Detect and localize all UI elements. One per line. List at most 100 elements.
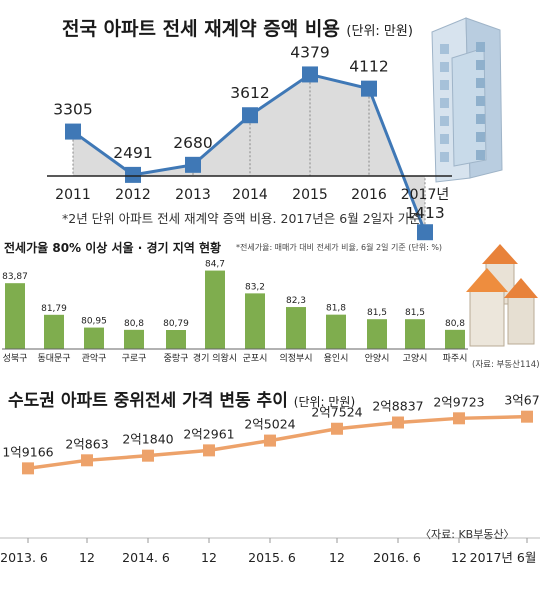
building-window bbox=[440, 152, 449, 162]
x-tick-label: 2015 bbox=[292, 187, 328, 203]
data-label: 1413 bbox=[405, 204, 444, 222]
data-label: 2680 bbox=[173, 134, 212, 152]
x-tick-label: 동대문구 bbox=[37, 353, 70, 364]
x-tick-label: 2012 bbox=[115, 187, 151, 203]
bar bbox=[367, 319, 387, 349]
data-label: 80,79 bbox=[163, 319, 189, 329]
chart3-source: 〈자료: KB부동산〉 bbox=[420, 528, 515, 541]
x-tick-label: 안양시 bbox=[365, 353, 390, 364]
x-tick-label: 12 bbox=[79, 550, 95, 565]
bar bbox=[326, 314, 346, 349]
data-point bbox=[331, 422, 343, 435]
data-label: 2억1840 bbox=[122, 432, 173, 447]
data-label: 2억2961 bbox=[183, 426, 234, 441]
chart-panel-jeonse-ratio: 전세가율 80% 이상 서울 · 경기 지역 현황 *전세가율: 매매가 대비 … bbox=[0, 232, 540, 378]
building-window bbox=[476, 42, 485, 52]
chart3-svg: 1억9166 2억863 2억1840 2억2961 2억5024 2억7524 2억883… bbox=[0, 393, 540, 565]
chart3-title-text: 수도권 아파트 중위전세 가격 변동 추이 bbox=[8, 391, 288, 411]
x-tick-label: 고양시 bbox=[403, 353, 428, 364]
data-label: 80,8 bbox=[124, 319, 144, 329]
data-point bbox=[521, 410, 533, 423]
bar bbox=[124, 329, 144, 349]
x-tick-label: 중랑구 bbox=[164, 352, 189, 364]
x-tick-label: 2011 bbox=[55, 187, 91, 203]
data-label: 2억5024 bbox=[244, 417, 295, 432]
chart1-unit: (단위: 만원) bbox=[346, 24, 413, 39]
data-point bbox=[81, 454, 93, 467]
x-tick-label: 2016 bbox=[351, 187, 387, 203]
data-label: 83,2 bbox=[245, 282, 265, 292]
data-label: 80,95 bbox=[81, 317, 107, 327]
building-window bbox=[476, 114, 485, 124]
x-tick-label: 2016. 6 bbox=[373, 550, 421, 565]
building-window bbox=[476, 60, 485, 70]
building-window bbox=[440, 44, 449, 54]
data-label: 81,8 bbox=[326, 304, 346, 314]
data-label: 84,7 bbox=[205, 260, 225, 270]
building-window bbox=[440, 62, 449, 72]
bar bbox=[5, 283, 25, 349]
data-label: 3억67 bbox=[504, 393, 539, 408]
x-tick-label: 성북구 bbox=[3, 353, 28, 364]
building-window bbox=[476, 96, 485, 106]
building-window bbox=[440, 98, 449, 108]
x-tick-label: 의정부시 bbox=[279, 353, 312, 364]
data-label: 81,5 bbox=[405, 308, 425, 318]
data-label: 83,87 bbox=[2, 272, 28, 282]
x-tick-label: 2013. 6 bbox=[0, 550, 48, 565]
x-tick-label: 2013 bbox=[175, 187, 211, 203]
x-tick-label: 구로구 bbox=[122, 353, 147, 364]
bar bbox=[84, 327, 104, 349]
chart1-title: 전국 아파트 전세 재계약 증액 비용 (단위: 만원) bbox=[62, 14, 413, 41]
x-tick-label: 2014. 6 bbox=[122, 550, 170, 565]
house-roof bbox=[482, 244, 518, 264]
x-tick-label: 2014 bbox=[232, 187, 268, 203]
data-label: 81,5 bbox=[367, 308, 387, 318]
x-tick-label: 용인시 bbox=[324, 353, 349, 364]
bar bbox=[245, 293, 265, 349]
chart2-svg: 83,87 성북구 81,79 동대문구 80,95 관악구 80,8 구로구 80,79 중랑구… bbox=[2, 244, 538, 364]
data-point bbox=[392, 416, 404, 429]
building-window bbox=[440, 134, 449, 144]
data-label: 4379 bbox=[290, 43, 329, 61]
x-tick-label: 파주시 bbox=[443, 353, 468, 364]
data-label: 1억9166 bbox=[2, 444, 53, 459]
x-tick-label: 경기 의왕시 bbox=[193, 352, 237, 364]
bar bbox=[405, 319, 425, 349]
data-point bbox=[65, 123, 81, 140]
chart2-subtitle: *전세가율: 매매가 대비 전세가 비율, 6월 2일 기준 (단위: %) bbox=[236, 243, 443, 252]
data-point bbox=[417, 224, 433, 241]
chart3-title: 수도권 아파트 중위전세 가격 변동 추이 (단위: 만원) bbox=[8, 386, 355, 411]
data-label: 2억9723 bbox=[433, 394, 484, 409]
data-point bbox=[264, 434, 276, 447]
data-point bbox=[453, 412, 465, 425]
data-point bbox=[302, 66, 318, 83]
building-window bbox=[440, 80, 449, 90]
area-fill bbox=[73, 74, 425, 233]
data-label: 2억7524 bbox=[311, 405, 362, 420]
data-label: 4112 bbox=[349, 58, 388, 76]
building-window bbox=[476, 132, 485, 142]
data-label: 81,79 bbox=[41, 304, 67, 314]
chart1-title-text: 전국 아파트 전세 재계약 증액 비용 bbox=[62, 18, 340, 40]
data-point bbox=[203, 444, 215, 457]
x-tick-label: 2017년 6월 bbox=[470, 550, 537, 565]
data-point bbox=[125, 166, 141, 183]
data-label: 2491 bbox=[113, 144, 152, 162]
house-body bbox=[507, 295, 535, 345]
data-point bbox=[185, 156, 201, 173]
x-tick-label: 12 bbox=[329, 550, 345, 565]
data-label: 3305 bbox=[53, 101, 92, 119]
x-tick-label: 12 bbox=[201, 550, 217, 565]
data-label: 80,8 bbox=[445, 319, 465, 329]
chart2-title: 전세가율 80% 이상 서울 · 경기 지역 현황 bbox=[4, 241, 222, 255]
house-body bbox=[469, 289, 505, 347]
x-tick-label: 2015. 6 bbox=[248, 550, 296, 565]
chart-panel-median-jeonse: 수도권 아파트 중위전세 가격 변동 추이 (단위: 만원) 1억9166 2억8… bbox=[0, 378, 540, 589]
data-label: 82,3 bbox=[286, 296, 306, 306]
x-tick-label: 12 bbox=[451, 550, 467, 565]
chart-panel-contract-cost: 전국 아파트 전세 재계약 증액 비용 (단위: 만원) 3305 2491 268… bbox=[0, 0, 540, 241]
house-illustration bbox=[466, 244, 538, 347]
data-label: 3612 bbox=[230, 84, 269, 102]
bar bbox=[286, 307, 306, 349]
